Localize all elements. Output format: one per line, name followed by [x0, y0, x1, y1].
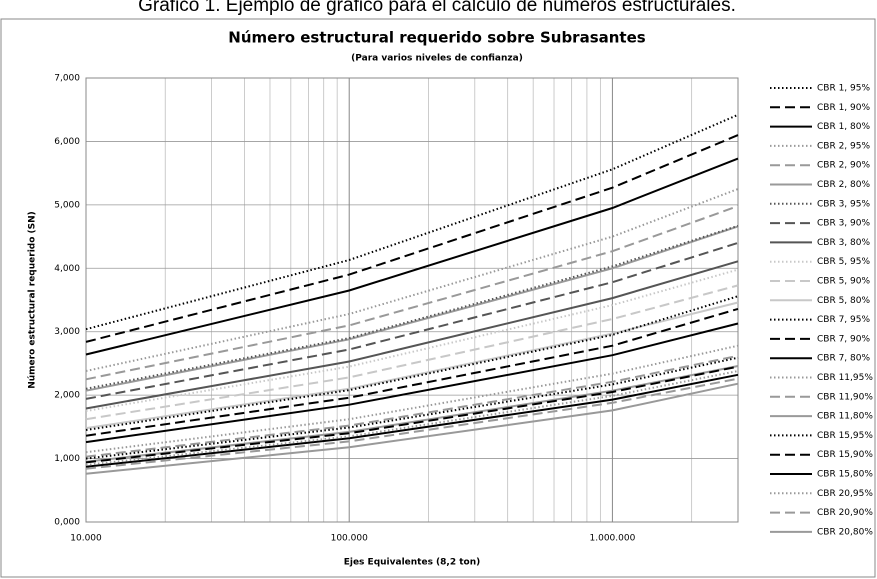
- series-line: [85, 241, 739, 400]
- caption: Gráfico 1. Ejemplo de gráfico para el cá…: [138, 0, 736, 16]
- x-tick-label: 1.000.000: [590, 534, 636, 544]
- series-line: [85, 370, 739, 466]
- legend-label: CBR 2, 80%: [817, 180, 870, 190]
- legend-label: CBR 20,95%: [817, 489, 873, 499]
- x-tick-label: 100.000: [331, 534, 368, 544]
- series-line: [85, 224, 739, 390]
- series-line: [85, 295, 739, 431]
- series-line: [85, 134, 739, 343]
- legend-label: CBR 2, 90%: [817, 161, 870, 171]
- legend-label: CBR 7, 95%: [817, 315, 870, 325]
- y-axis-label: Número estructural requerido (SN): [28, 211, 38, 389]
- legend-label: CBR 15,90%: [817, 450, 873, 460]
- series-line: [85, 225, 739, 392]
- legend-label: CBR 3, 95%: [817, 199, 870, 209]
- y-tick-label: 7,000: [54, 74, 80, 84]
- series-line: [85, 268, 739, 412]
- series-line: [85, 301, 739, 430]
- legend-label: CBR 15,80%: [817, 470, 873, 480]
- legend-label: CBR 2, 95%: [817, 141, 870, 151]
- y-tick-label: 3,000: [54, 327, 80, 337]
- legend-label: CBR 5, 80%: [817, 296, 870, 306]
- chart-border: [0, 18, 876, 578]
- legend-label: CBR 11,80%: [817, 412, 873, 422]
- chart-title: Número estructural requerido sobre Subra…: [228, 29, 645, 47]
- series-line: [85, 377, 739, 470]
- series-line: [85, 205, 739, 381]
- y-tick-label: 0,000: [54, 518, 80, 528]
- series-line: [85, 260, 739, 410]
- chart-subtitle: (Para varios niveles de confianza): [351, 54, 523, 64]
- series-line: [85, 157, 739, 356]
- legend-label: CBR 15,95%: [817, 431, 873, 441]
- legend-label: CBR 20,90%: [817, 508, 873, 518]
- legend-label: CBR 5, 90%: [817, 277, 870, 287]
- y-tick-label: 1,000: [54, 454, 80, 464]
- legend-label: CBR 7, 90%: [817, 334, 870, 344]
- plot-border: [85, 77, 739, 523]
- legend-label: CBR 3, 90%: [817, 219, 870, 229]
- legend-label: CBR 7, 80%: [817, 354, 870, 364]
- y-tick-label: 5,000: [54, 200, 80, 210]
- legend-label: CBR 1, 90%: [817, 103, 870, 113]
- series-line: [85, 382, 739, 475]
- series-line: [85, 322, 739, 444]
- y-tick-label: 4,000: [54, 264, 80, 274]
- series-line: [85, 113, 739, 331]
- legend-label: CBR 1, 80%: [817, 122, 870, 132]
- y-tick-label: 6,000: [54, 137, 80, 147]
- series-line: [85, 365, 739, 463]
- series-line: [85, 284, 739, 421]
- series-line: [85, 354, 739, 458]
- series-line: [85, 365, 739, 464]
- legend-label: CBR 3, 80%: [817, 238, 870, 248]
- legend-label: CBR 11,90%: [817, 392, 873, 402]
- x-axis-label: Ejes Equivalentes (8,2 ton): [344, 558, 481, 568]
- y-tick-label: 2,000: [54, 391, 80, 401]
- series-line: [85, 356, 739, 460]
- series-line: [85, 373, 739, 468]
- legend-label: CBR 1, 95%: [817, 84, 870, 94]
- legend-label: CBR 5, 95%: [817, 257, 870, 267]
- legend-label: CBR 20,80%: [817, 527, 873, 537]
- x-tick-label: 10.000: [70, 534, 102, 544]
- series-line: [85, 344, 739, 454]
- legend-label: CBR 11,95%: [817, 373, 873, 383]
